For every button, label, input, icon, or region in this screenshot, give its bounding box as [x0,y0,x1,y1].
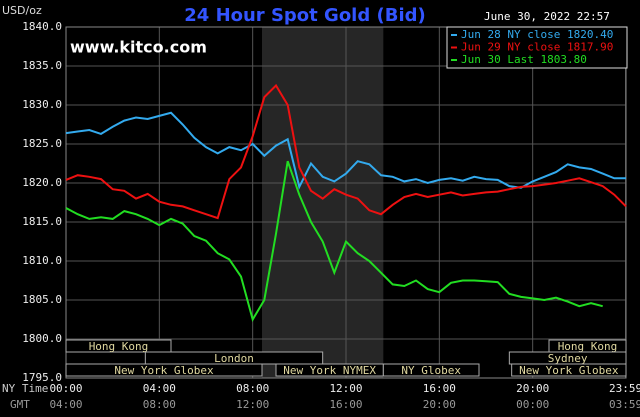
x-row-label: NY Time [2,382,48,395]
series-line [65,111,626,190]
gmt-tick-label: 20:00 [423,398,456,411]
shaded-range [262,27,384,378]
session-bar [511,363,627,377]
y-tick-label: 1795.0 [22,371,62,384]
session-bar [382,363,480,377]
session-bar [65,339,172,353]
session-label: London [214,352,254,365]
y-tick-label: 1810.0 [22,254,62,267]
gmt-tick-label: 04:00 [49,398,82,411]
session-label: New York NYMEX [283,364,376,377]
x-tick-label: 12:00 [329,382,362,395]
timestamp: June 30, 2022 22:57 [484,10,610,23]
url: www.kitco.com [70,38,207,57]
y-unit: USD/oz [2,4,42,17]
session-label: New York Globex [519,364,619,377]
plot-frame [65,26,627,379]
y-tick-label: 1820.0 [22,176,62,189]
session-bar [65,363,263,377]
y-tick-label: 1825.0 [22,137,62,150]
x-tick-label: 04:00 [143,382,176,395]
y-tick-label: 1800.0 [22,332,62,345]
legend-label: Jun 29 NY close 1817.90 [461,41,613,54]
x-tick-label: 16:00 [423,382,456,395]
session-label: NY Globex [401,364,461,377]
legend-label: Jun 30 Last 1803.80 [461,53,587,66]
chart-title: 24 Hour Spot Gold (Bid) [184,5,425,26]
x-tick-label: 00:00 [49,382,82,395]
y-tick-label: 1830.0 [22,98,62,111]
x-row-label: GMT [10,398,30,411]
session-label: Hong Kong [558,340,618,353]
session-label: New York Globex [114,364,214,377]
y-tick-label: 1805.0 [22,293,62,306]
legend-box [446,26,628,69]
gmt-tick-label: 00:00 [516,398,549,411]
y-tick-label: 1835.0 [22,59,62,72]
series-line [65,160,603,323]
x-tick-label: 20:00 [516,382,549,395]
y-tick-label: 1815.0 [22,215,62,228]
session-label: Sydney [548,352,588,365]
gmt-tick-label: 08:00 [143,398,176,411]
legend-label: Jun 28 NY close 1820.40 [461,28,613,41]
gmt-tick-label: 03:59 [609,398,640,411]
x-tick-label: 23:59 [609,382,640,395]
gmt-tick-label: 16:00 [329,398,362,411]
session-label: Hong Kong [89,340,149,353]
x-tick-label: 08:00 [236,382,269,395]
gmt-tick-label: 12:00 [236,398,269,411]
y-tick-label: 1840.0 [22,20,62,33]
series-line [65,83,627,220]
